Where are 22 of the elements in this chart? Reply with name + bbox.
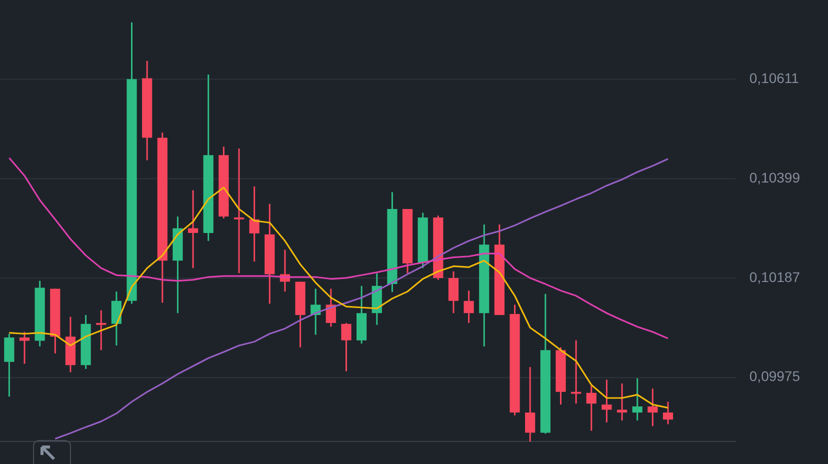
- y-tick-label: 0,10187: [749, 268, 800, 285]
- candlestick: [616, 382, 628, 422]
- candlestick: [96, 310, 106, 351]
- candlestick: [448, 270, 459, 314]
- candlestick: [111, 290, 122, 346]
- candlestick: [326, 288, 336, 328]
- candlestick: [188, 190, 198, 269]
- candlestick: [249, 186, 260, 262]
- y-tick-label: 0,09975: [749, 368, 800, 384]
- y-tick-label: 0,10611: [749, 70, 800, 86]
- candlestick: [648, 388, 658, 427]
- candlestick: [571, 340, 582, 404]
- candlestick: [234, 148, 244, 274]
- candlestick: [586, 385, 596, 432]
- candlestick: [19, 331, 30, 365]
- candlestick: [632, 378, 642, 422]
- candlestick: [525, 366, 536, 442]
- candlestick: [662, 400, 674, 425]
- candlestick: [602, 378, 612, 424]
- candlestick: [464, 290, 474, 324]
- y-tick-label: 0,10399: [749, 169, 800, 186]
- candlestick: [341, 322, 352, 372]
